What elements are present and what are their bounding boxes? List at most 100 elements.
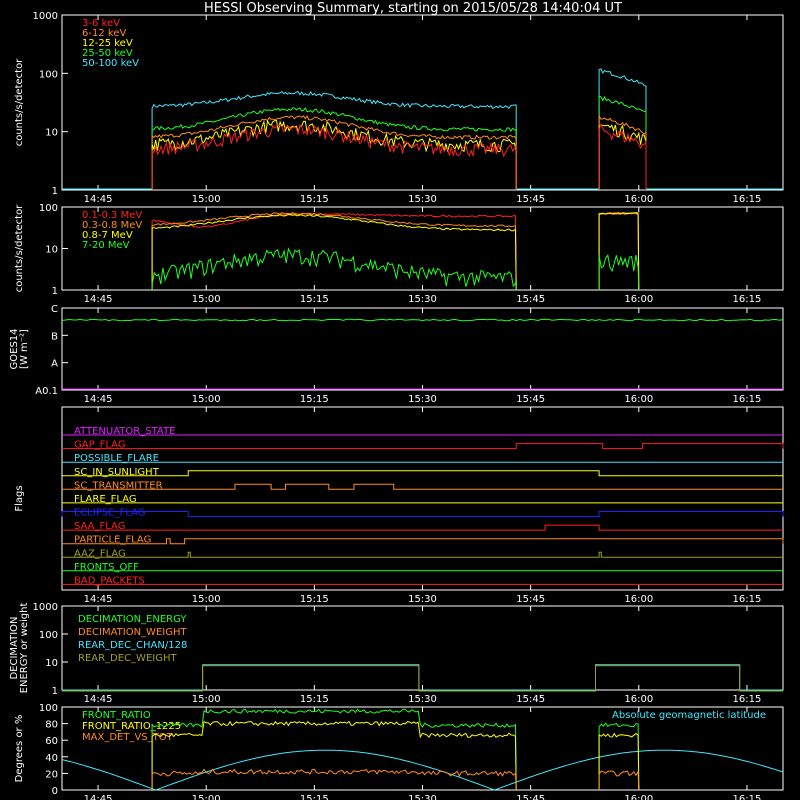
flag-label: FRONTS_OFF [74,562,139,573]
legend-entry: REAR_DEC_CHAN/128 [78,640,187,651]
y-tick-label: 0 [52,786,58,797]
x-tick-label: 14:45 [84,394,113,405]
goes-long-line [61,318,784,322]
flag-label: FLARE_FLAG [74,494,137,505]
series-line-green [151,247,517,291]
x-tick-label: 15:15 [300,394,329,405]
y-tick-label: 1 [52,686,58,697]
x-tick-label: 15:00 [192,394,221,405]
legend-entry: 0.8-7 MeV [82,230,133,241]
flag-line [62,470,783,477]
y-tick-label: 100 [39,69,58,80]
x-tick-label: 16:00 [624,194,653,205]
series-line-yellow [598,124,647,190]
legend-entry: 0.1-0.3 MeV [82,210,142,221]
y-tick-label: 10 [45,658,58,669]
x-tick-label: 15:30 [408,594,437,605]
panel-frame-2 [61,206,784,291]
y-tick-label: 10 [45,245,58,256]
flag-label: POSSIBLE_FLARE [74,453,159,464]
x-tick-label: 15:00 [192,594,221,605]
legend-entry: DECIMATION_WEIGHT [78,627,187,638]
y-axis-label: counts/s/detector [14,58,25,146]
flag-label: PARTICLE_FLAG [74,535,151,546]
y-tick-label: 1000 [33,602,58,613]
x-tick-label: 16:00 [624,694,653,705]
series-line-cyan [598,68,647,190]
x-tick-label: 16:15 [733,194,762,205]
x-tick-label: 16:15 [733,294,762,305]
x-tick-label: 16:00 [624,294,653,305]
flag-label: GAP_FLAG [74,440,126,451]
legend-entry: MAX_DET_VS_TOT [82,732,174,743]
series-line-orange [598,113,647,190]
series-line-red [598,212,640,291]
series-line-yellow [151,213,517,291]
x-tick-label: 14:45 [84,694,113,705]
y-tick-label: A [51,359,58,370]
ratio-line-yellow [598,732,640,791]
legend-entry: REAR_DEC_WEIGHT [78,653,177,664]
ratio-line-green [598,722,640,791]
x-tick-label: 15:30 [408,694,437,705]
ratio-line-orange [598,769,640,791]
y-tick-label: 20 [45,769,58,780]
x-tick-label: 15:45 [516,794,545,800]
y-tick-label: 1 [52,186,58,197]
series-line-cyan [151,90,517,190]
y-tick-label: C [51,304,58,315]
x-tick-label: 15:45 [516,594,545,605]
x-tick-label: 15:45 [516,694,545,705]
flag-line [62,524,783,531]
latitude-curve [61,749,784,791]
legend-entry: 50-100 keV [82,58,139,69]
flag-label: SC_IN_SUNLIGHT [74,467,160,478]
y-axis-label: GOES14 [9,328,20,369]
rear-dec-weight-line [62,665,783,692]
series-line-green [151,107,517,190]
flag-label: ECLIPSE_FLAG [74,508,145,519]
x-tick-label: 15:00 [192,194,221,205]
legend-entry: 7-20 MeV [82,240,130,251]
x-tick-label: 15:30 [408,394,437,405]
legend-entry: 12-25 keV [82,38,133,49]
chart-title: HESSI Observing Summary, starting on 201… [204,1,622,16]
x-tick-label: 15:15 [300,694,329,705]
legend-entry: 0.3-0.8 MeV [82,220,142,231]
panel-frame-1 [61,14,784,191]
flag-line [62,538,784,545]
x-tick-label: 15:00 [192,294,221,305]
x-tick-label: 15:00 [192,694,221,705]
ratio-line-orange [151,768,517,791]
legend-entry: 6-12 keV [82,28,126,39]
flag-label: ATTENUATOR_STATE [74,426,175,437]
x-tick-label: 16:15 [733,694,762,705]
x-tick-label: 16:15 [733,394,762,405]
x-tick-label: 16:00 [624,394,653,405]
legend-entry: FRONT_RATIO [82,710,151,721]
x-tick-label: 15:30 [408,194,437,205]
x-tick-label: 15:45 [516,194,545,205]
flag-line [62,551,783,558]
legend-entry: FRONT_RATIO_1225 [82,721,181,732]
legend-entry: 3-6 keV [82,18,120,29]
x-tick-label: 16:00 [624,594,653,605]
flag-label: BAD_PACKETS [74,575,145,586]
legend-entry: 25-50 keV [82,48,133,59]
y-tick-label: B [51,331,58,342]
x-tick-label: 15:15 [300,194,329,205]
y-tick-label: 100 [39,630,58,641]
series-line-orange [598,212,640,291]
y-axis-label: [W m⁻²] [19,329,30,369]
y-axis-label: Flags [14,485,25,511]
series-line-red [151,212,517,291]
y-tick-label: 40 [45,753,58,764]
x-tick-label: 16:15 [733,794,762,800]
flag-label: SC_TRANSMITTER [74,480,163,491]
series-line-red [598,123,647,190]
x-tick-label: 15:15 [300,294,329,305]
y-tick-label: 100 [39,203,58,214]
series-line-orange [151,115,517,190]
flag-label: SAA_FLAG [74,521,125,532]
